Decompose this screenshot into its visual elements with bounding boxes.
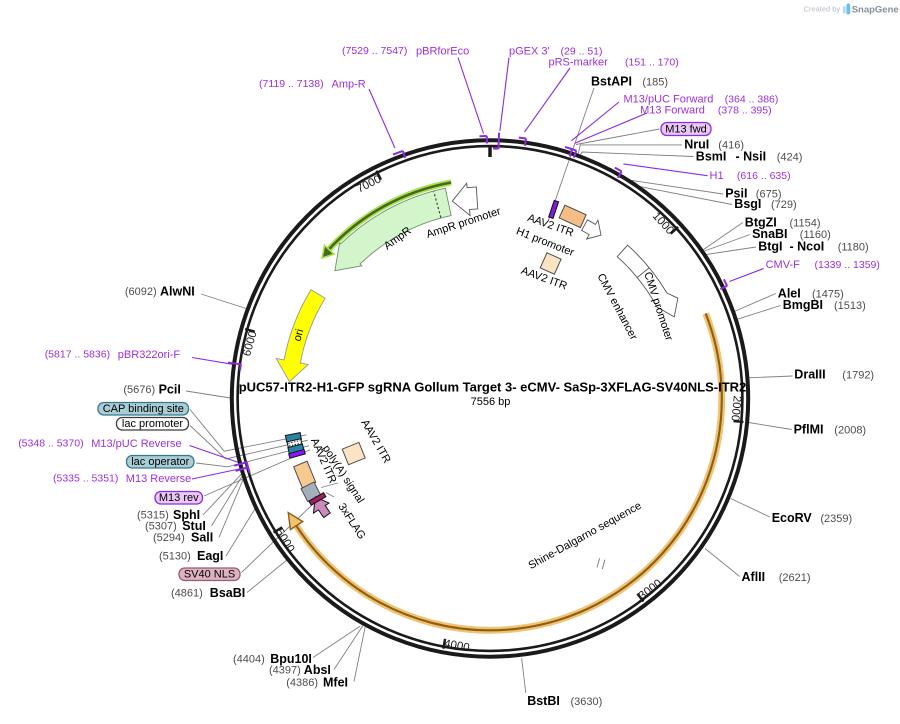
svg-text:(1154): (1154) (790, 218, 821, 230)
svg-text:AflII: AflII (742, 570, 766, 584)
svg-text:pBR322ori-F: pBR322ori-F (118, 349, 181, 361)
svg-text:2000: 2000 (728, 395, 742, 422)
svg-text:(5676): (5676) (123, 384, 155, 396)
svg-text:M13/pUC Reverse: M13/pUC Reverse (91, 438, 181, 450)
svg-text:- NcoI: - NcoI (790, 239, 825, 253)
svg-text:SnapGene: SnapGene (852, 5, 899, 16)
svg-text:(5307): (5307) (145, 521, 177, 533)
svg-text:AlwNI: AlwNI (160, 285, 195, 299)
svg-text:SphI: SphI (173, 508, 200, 522)
svg-text:(5294): (5294) (153, 532, 185, 544)
svg-text:Created by: Created by (804, 5, 841, 14)
svg-text:(5335 .. 5351): (5335 .. 5351) (53, 473, 118, 485)
svg-text:M13 rev: M13 rev (159, 492, 199, 504)
svg-text:(4386): (4386) (286, 677, 318, 689)
svg-text:(5817 .. 5836): (5817 .. 5836) (45, 349, 110, 361)
svg-text:(5348 .. 5370): (5348 .. 5370) (18, 437, 83, 449)
svg-text:M13 fwd: M13 fwd (665, 124, 707, 136)
svg-text:(2359): (2359) (820, 513, 852, 525)
svg-text:pGEX 3': pGEX 3' (509, 46, 550, 58)
svg-text:(729): (729) (771, 199, 797, 211)
svg-text:(185): (185) (642, 77, 668, 89)
svg-text:(616 .. 635): (616 .. 635) (737, 170, 791, 182)
svg-text:(424): (424) (777, 152, 803, 164)
svg-text:DraIII: DraIII (794, 368, 825, 382)
svg-text:H1: H1 (710, 170, 724, 182)
svg-text:(5130): (5130) (159, 551, 191, 563)
svg-text:CAP binding site: CAP binding site (103, 403, 184, 415)
svg-text:lac promoter: lac promoter (122, 418, 183, 430)
svg-text:M13 Forward: M13 Forward (640, 104, 705, 116)
svg-text:BstAPI: BstAPI (591, 75, 632, 89)
svg-text:(7119 .. 7138): (7119 .. 7138) (259, 78, 324, 90)
svg-text:lac operator: lac operator (131, 456, 189, 468)
svg-text:(5315): (5315) (137, 510, 169, 522)
svg-text:7556 bp: 7556 bp (471, 396, 511, 408)
svg-text:(7529 .. 7547): (7529 .. 7547) (342, 45, 407, 57)
svg-text:BtgI: BtgI (758, 239, 782, 253)
svg-text:pRS-marker: pRS-marker (549, 57, 609, 69)
svg-text:(1513): (1513) (834, 300, 866, 312)
svg-text:(6092): (6092) (125, 286, 157, 298)
svg-text:EagI: EagI (197, 549, 223, 563)
svg-text:(3630): (3630) (571, 696, 603, 708)
svg-text:M13 Reverse: M13 Reverse (126, 473, 191, 485)
svg-text:BstBI: BstBI (527, 694, 560, 708)
svg-text:(1180): (1180) (838, 241, 869, 253)
svg-text:(1792): (1792) (842, 370, 874, 382)
svg-text:pUC57-ITR2-H1-GFP sgRNA Gollum: pUC57-ITR2-H1-GFP sgRNA Gollum Target 3-… (239, 380, 747, 395)
svg-text:PflMI: PflMI (794, 423, 824, 437)
svg-text:(378 .. 395): (378 .. 395) (718, 104, 772, 116)
svg-text:EcoRV: EcoRV (772, 511, 813, 525)
svg-text:PciI: PciI (159, 382, 181, 396)
svg-text:CMV-F: CMV-F (766, 259, 801, 271)
svg-text:(2008): (2008) (834, 425, 866, 437)
svg-text:- NsiI: - NsiI (736, 150, 767, 164)
svg-text:(4404): (4404) (233, 653, 265, 665)
svg-text:(2621): (2621) (779, 572, 811, 584)
svg-text:SV40 NLS: SV40 NLS (184, 569, 235, 581)
svg-text:BmgBI: BmgBI (783, 298, 823, 312)
svg-text:(4861): (4861) (171, 588, 203, 600)
svg-text:(151 .. 170): (151 .. 170) (625, 57, 679, 69)
svg-text:(4397): (4397) (269, 665, 301, 677)
svg-text:BsaBI: BsaBI (210, 586, 245, 600)
svg-text:BsgI: BsgI (734, 197, 761, 211)
svg-text:BsmI: BsmI (696, 150, 727, 164)
svg-text:MfeI: MfeI (323, 676, 348, 690)
svg-text:(1339 .. 1359): (1339 .. 1359) (815, 259, 880, 271)
svg-text:pBRforEco: pBRforEco (416, 46, 469, 58)
svg-text:Amp-R: Amp-R (332, 79, 366, 91)
